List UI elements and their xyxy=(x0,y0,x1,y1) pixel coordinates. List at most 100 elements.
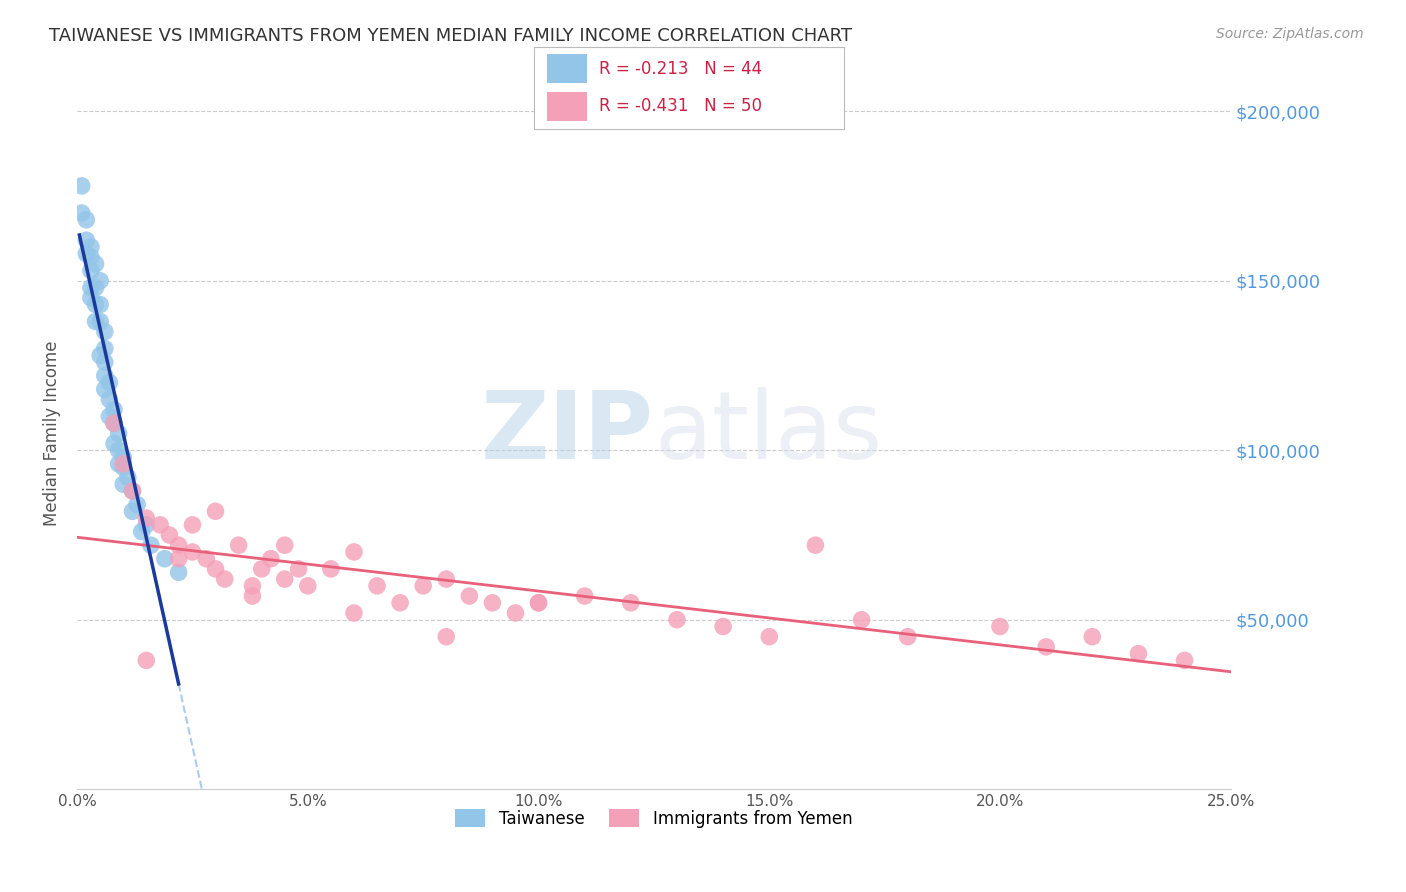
Text: Source: ZipAtlas.com: Source: ZipAtlas.com xyxy=(1216,27,1364,41)
Point xyxy=(297,579,319,593)
Point xyxy=(98,409,121,424)
Point xyxy=(665,613,688,627)
Point xyxy=(121,504,143,518)
Point xyxy=(1035,640,1057,654)
Point xyxy=(153,551,176,566)
Point xyxy=(75,212,97,227)
Legend: Taiwanese, Immigrants from Yemen: Taiwanese, Immigrants from Yemen xyxy=(449,803,859,834)
Point xyxy=(103,416,125,430)
Point xyxy=(131,524,153,539)
Point xyxy=(89,274,111,288)
Point xyxy=(343,606,366,620)
Point xyxy=(75,246,97,260)
Point xyxy=(75,233,97,247)
Point xyxy=(758,630,780,644)
Point xyxy=(98,392,121,407)
Point xyxy=(274,538,297,552)
Point xyxy=(89,348,111,362)
Point xyxy=(117,470,139,484)
Point xyxy=(103,416,125,430)
Point xyxy=(80,263,103,277)
Point xyxy=(107,443,129,458)
Text: TAIWANESE VS IMMIGRANTS FROM YEMEN MEDIAN FAMILY INCOME CORRELATION CHART: TAIWANESE VS IMMIGRANTS FROM YEMEN MEDIA… xyxy=(49,27,852,45)
Point xyxy=(897,630,920,644)
Point xyxy=(711,619,734,633)
Point xyxy=(135,653,157,667)
Point xyxy=(181,545,204,559)
Point xyxy=(103,436,125,450)
Point xyxy=(505,606,527,620)
Point xyxy=(112,457,135,471)
Point xyxy=(94,325,117,339)
Point xyxy=(80,240,103,254)
Point xyxy=(94,355,117,369)
Point xyxy=(94,368,117,383)
Point xyxy=(94,382,117,396)
Point xyxy=(84,280,107,294)
Bar xyxy=(547,54,586,83)
Point xyxy=(121,483,143,498)
Point xyxy=(458,589,481,603)
Bar xyxy=(547,92,586,121)
Point xyxy=(89,314,111,328)
Point xyxy=(527,596,550,610)
Point xyxy=(80,280,103,294)
Point xyxy=(250,562,273,576)
Point xyxy=(1081,630,1104,644)
Point xyxy=(181,517,204,532)
Point xyxy=(80,291,103,305)
Point xyxy=(204,504,226,518)
Y-axis label: Median Family Income: Median Family Income xyxy=(44,341,60,526)
Point xyxy=(527,596,550,610)
Point xyxy=(242,589,264,603)
Point xyxy=(260,551,283,566)
Point xyxy=(112,477,135,491)
Point xyxy=(434,630,457,644)
Text: ZIP: ZIP xyxy=(481,387,654,479)
Point xyxy=(112,450,135,464)
Point xyxy=(84,257,107,271)
Point xyxy=(98,376,121,390)
Text: R = -0.213   N = 44: R = -0.213 N = 44 xyxy=(599,60,762,78)
Point xyxy=(988,619,1011,633)
Point xyxy=(135,511,157,525)
Point xyxy=(195,551,218,566)
Point xyxy=(167,551,190,566)
Point xyxy=(157,528,180,542)
Point xyxy=(84,297,107,311)
Point xyxy=(287,562,309,576)
Point xyxy=(412,579,434,593)
Point xyxy=(89,297,111,311)
Point xyxy=(135,517,157,532)
Point xyxy=(107,457,129,471)
Point xyxy=(139,538,162,552)
Point xyxy=(103,402,125,417)
Point xyxy=(167,566,190,580)
Point xyxy=(94,342,117,356)
Point xyxy=(125,498,148,512)
Point xyxy=(112,460,135,475)
Point xyxy=(1128,647,1150,661)
Text: R = -0.431   N = 50: R = -0.431 N = 50 xyxy=(599,97,762,115)
Point xyxy=(1174,653,1197,667)
Text: atlas: atlas xyxy=(654,387,882,479)
Point xyxy=(343,545,366,559)
Point xyxy=(80,250,103,264)
Point xyxy=(242,579,264,593)
Point xyxy=(107,426,129,441)
Point xyxy=(274,572,297,586)
Point xyxy=(70,206,93,220)
Point xyxy=(389,596,412,610)
Point xyxy=(121,483,143,498)
Point xyxy=(366,579,388,593)
Point xyxy=(228,538,250,552)
Point xyxy=(70,178,93,193)
Point xyxy=(434,572,457,586)
Point xyxy=(84,314,107,328)
Point xyxy=(481,596,503,610)
Point xyxy=(804,538,827,552)
Point xyxy=(319,562,342,576)
Point xyxy=(204,562,226,576)
Point xyxy=(620,596,643,610)
Point xyxy=(149,517,172,532)
